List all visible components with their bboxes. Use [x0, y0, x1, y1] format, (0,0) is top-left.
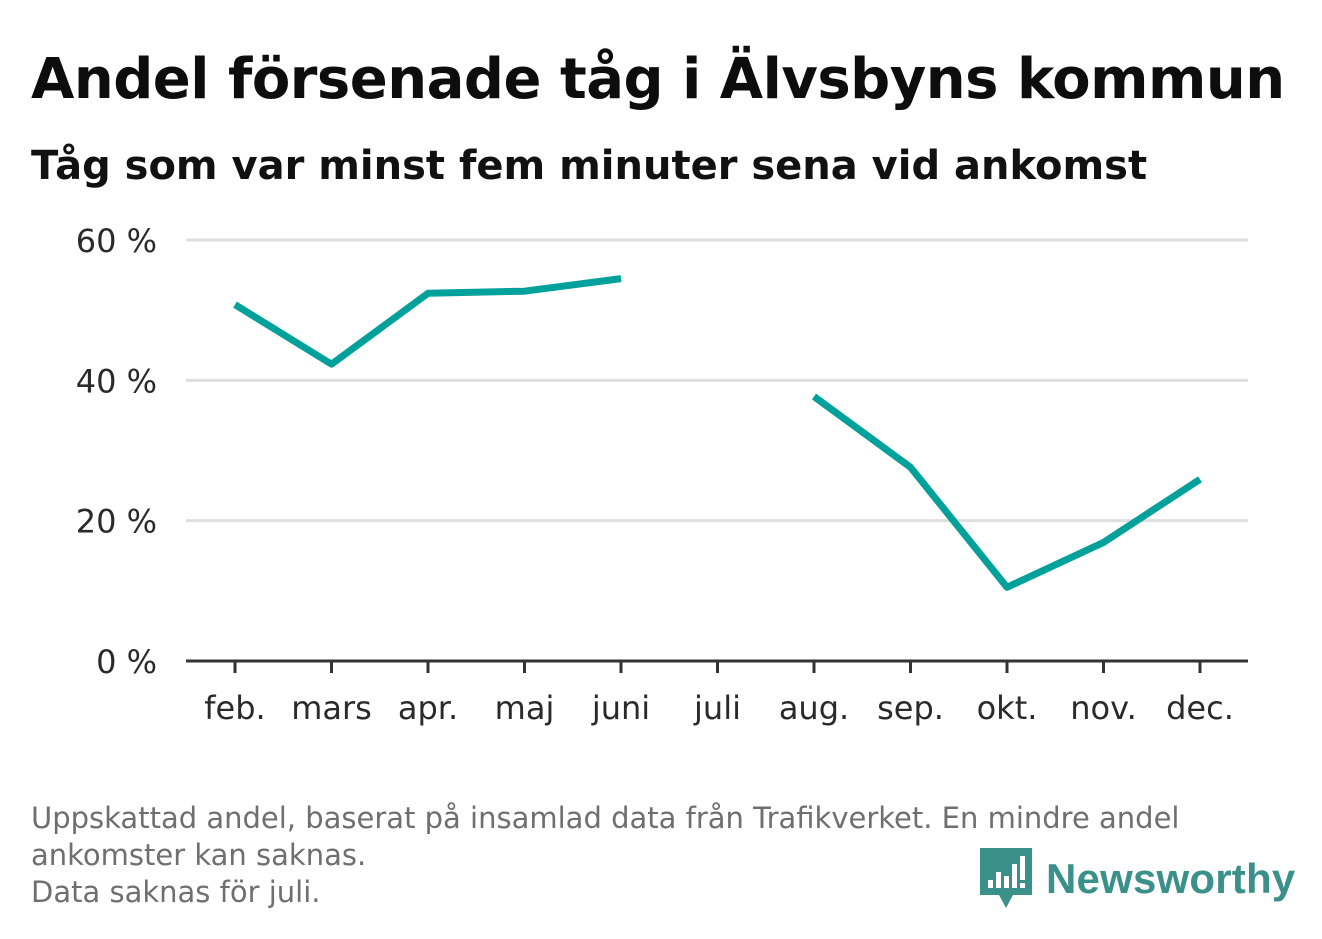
footnote-line-2: ankomster kan saknas.	[31, 838, 367, 872]
x-tick-label: feb.	[204, 689, 265, 727]
y-axis-tick-labels: 0 % 20 % 40 % 60 %	[76, 222, 157, 681]
x-tick-label: aug.	[779, 689, 849, 727]
y-tick-label: 60 %	[76, 222, 157, 260]
footnote-line-1: Uppskattad andel, baserat på insamlad da…	[31, 801, 1180, 835]
footnote-line-3: Data saknas för juli.	[31, 875, 321, 909]
brand-logo: Newsworthy	[980, 848, 1295, 910]
x-tick-label: apr.	[398, 689, 458, 727]
series-lines	[233, 275, 1202, 591]
newsworthy-logo-icon	[980, 848, 1032, 908]
x-tick-label: dec.	[1166, 689, 1234, 727]
series-line-segment	[233, 275, 622, 368]
y-tick-label: 0 %	[96, 643, 157, 681]
chart-subtitle: Tåg som var minst fem minuter sena vid a…	[31, 143, 1148, 189]
x-axis-tick-labels: feb. mars apr. maj juni juli aug. sep. okt. nov. d…	[204, 689, 1234, 727]
series-line-segment	[811, 393, 1202, 591]
x-tick-label: sep.	[877, 689, 944, 727]
x-tick-label: nov.	[1070, 689, 1136, 727]
x-axis	[186, 659, 1248, 673]
y-tick-label: 40 %	[76, 362, 157, 400]
brand-name: Newsworthy	[1046, 855, 1296, 902]
gridlines	[186, 238, 1248, 523]
x-tick-label: mars	[291, 689, 372, 727]
x-tick-label: juni	[591, 689, 650, 727]
chart-title: Andel försenade tåg i Älvsbyns kommun	[31, 47, 1285, 112]
x-tick-label: maj	[495, 689, 555, 727]
y-tick-label: 20 %	[76, 503, 157, 541]
line-chart: 0 % 20 % 40 % 60 % feb. mars apr. maj juni juli a…	[76, 222, 1248, 727]
x-tick-label: okt.	[977, 689, 1038, 727]
footnote: Uppskattad andel, baserat på insamlad da…	[31, 800, 1291, 911]
x-tick-label: juli	[693, 689, 741, 727]
